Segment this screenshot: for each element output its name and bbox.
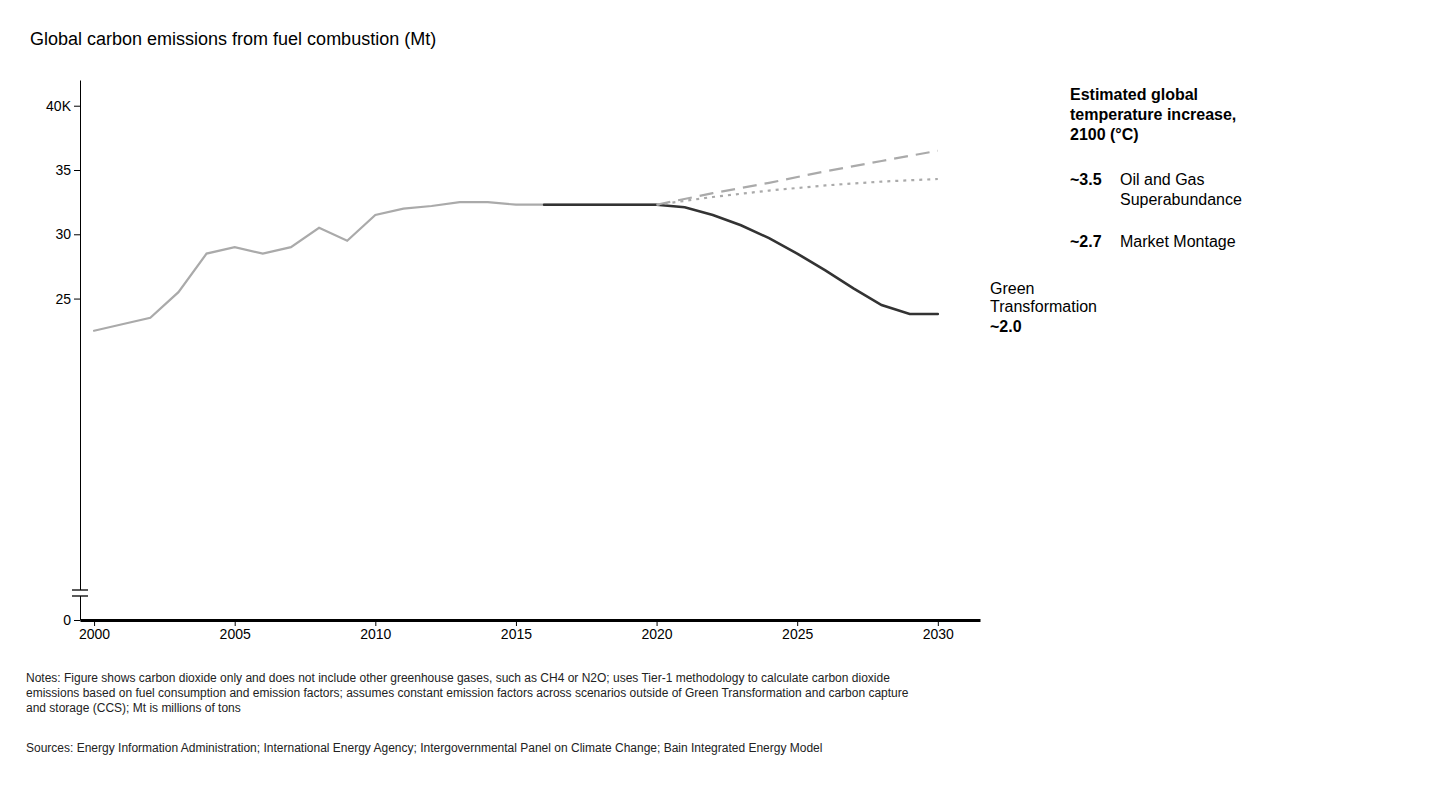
background [0, 0, 1440, 810]
y-axis-line [80, 81, 81, 621]
x-tick-label: 2005 [220, 626, 251, 642]
x-tick-label: 2015 [501, 626, 532, 642]
x-tick-label: 2010 [360, 626, 391, 642]
x-tick: 2010 [360, 620, 391, 642]
axis-break-gap [77, 590, 83, 596]
notes: Notes: Figure shows carbon dioxide only … [26, 671, 909, 715]
lines [94, 151, 938, 331]
text-line: Sources: Energy Information Administrati… [26, 741, 822, 755]
y-tick-mark [74, 620, 80, 621]
y-tick-mark [74, 170, 80, 171]
x-axis-line [81, 619, 981, 622]
series-line [657, 151, 938, 205]
series-line [657, 179, 938, 205]
x-axis: 2000 2005 2010 2015 2020 2025 2030 [79, 620, 981, 642]
text-line: Superabundance [1120, 191, 1242, 208]
y-tick-mark [74, 234, 80, 235]
series-label: GreenTransformation [990, 280, 1097, 315]
text-line: Notes: Figure shows carbon dioxide only … [26, 671, 890, 685]
annotations: Estimated global temperature increase, 210… [990, 86, 1242, 335]
y-tick-label: 0 [63, 612, 71, 628]
x-tick-label: 2020 [641, 626, 672, 642]
text-line: Green [990, 280, 1034, 297]
text-line: Market Montage [1120, 233, 1236, 250]
y-tick-label: 30 [55, 226, 71, 242]
text-line: Transformation [990, 298, 1097, 315]
chart-svg: Global carbon emissions from fuel combus… [0, 0, 1440, 810]
series-label: Oil and Gas Superabundance [1120, 171, 1242, 208]
text-line: Estimated global [1070, 86, 1198, 103]
x-tick-label: 2000 [79, 626, 110, 642]
series-line [544, 205, 938, 314]
axis-break-line [72, 595, 88, 596]
y-tick: 30 [55, 226, 80, 242]
y-tick-label: 25 [55, 291, 71, 307]
y-tick-mark [74, 106, 80, 107]
title: Global carbon emissions from fuel combus… [30, 29, 436, 49]
x-tick: 2020 [641, 620, 672, 642]
text-line: and storage (CCS); Mt is millions of ton… [26, 701, 241, 715]
y-tick-label: 40K [46, 98, 72, 114]
series-annotation: ~2.0 [990, 318, 1022, 335]
text-line: Oil and Gas [1120, 171, 1204, 188]
x-tick: 2030 [923, 620, 954, 642]
text-line: 2100 (°C) [1070, 126, 1139, 143]
text-line: emissions based on fuel consumption and … [26, 686, 909, 700]
text-line: temperature increase, [1070, 106, 1236, 123]
y-tick: 40K [46, 98, 80, 114]
axis-break [72, 590, 88, 596]
series-line [94, 202, 657, 331]
y-tick-label: 35 [55, 162, 71, 178]
axis-break-line [72, 589, 88, 590]
x-tick: 2000 [79, 620, 110, 642]
series-label: Market Montage [1120, 233, 1236, 250]
x-tick-label: 2030 [923, 626, 954, 642]
x-tick: 2025 [782, 620, 813, 642]
x-tick-label: 2025 [782, 626, 813, 642]
x-tick: 2015 [501, 620, 532, 642]
sources: Sources: Energy Information Administrati… [26, 741, 822, 755]
y-axis: 0 25 30 35 40K [46, 81, 80, 628]
y-tick: 25 [55, 291, 80, 307]
y-tick-mark [74, 299, 80, 300]
series-annotation: ~3.5 [1070, 171, 1102, 188]
y-tick: 0 [63, 612, 80, 628]
y-tick: 35 [55, 162, 80, 178]
x-tick: 2005 [220, 620, 251, 642]
chart-container: Global carbon emissions from fuel combus… [0, 0, 1440, 810]
annotation-header: Estimated global temperature increase, 210… [1070, 86, 1236, 143]
series-annotation: ~2.7 [1070, 233, 1102, 250]
